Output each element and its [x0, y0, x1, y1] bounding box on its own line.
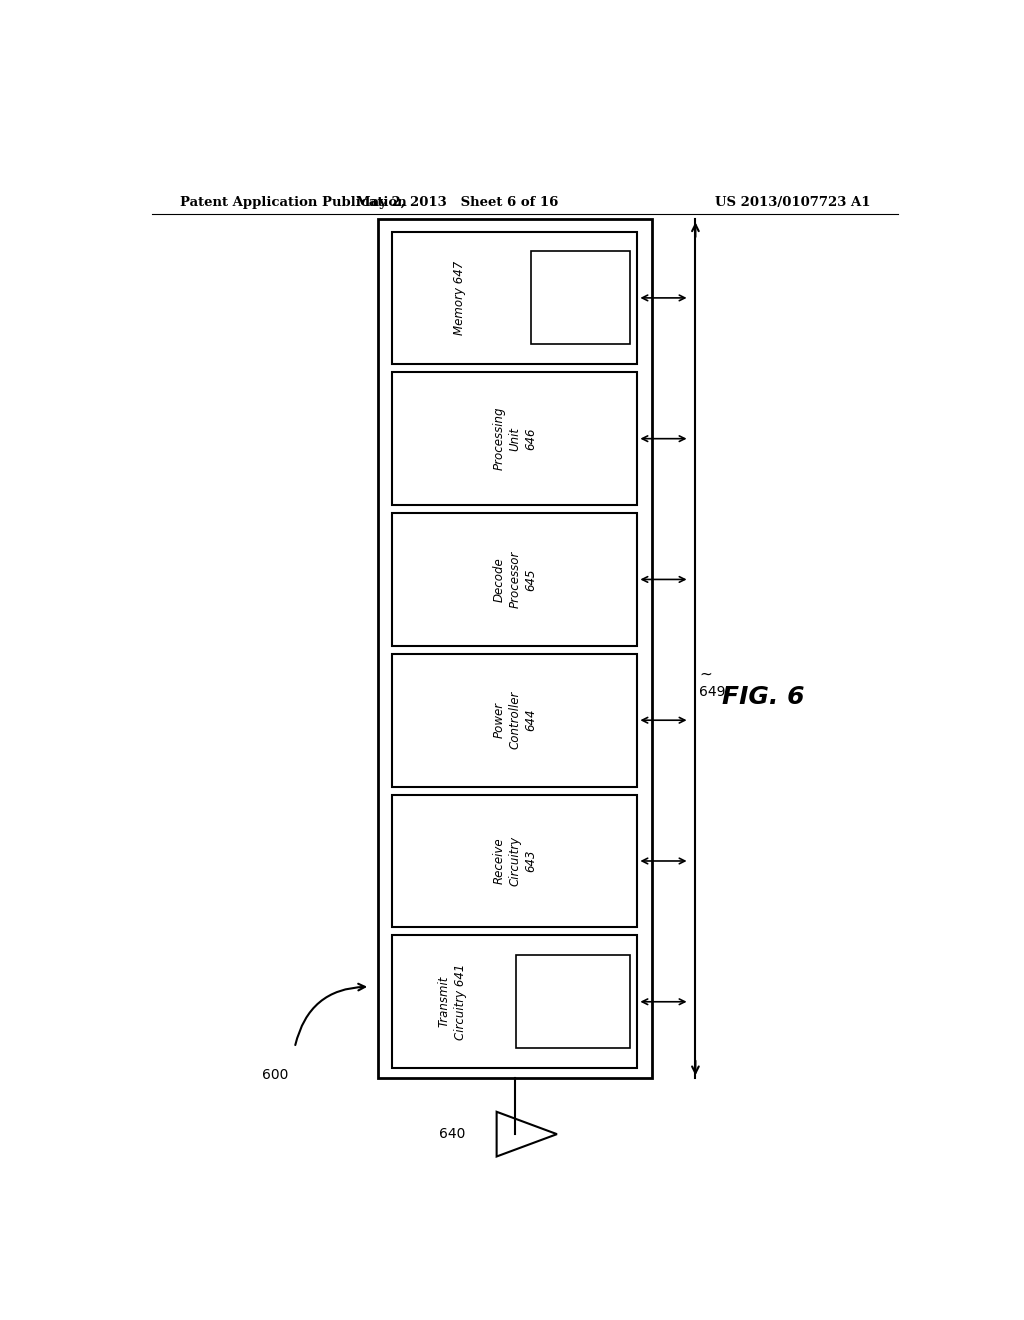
Text: US 2013/0107723 A1: US 2013/0107723 A1: [715, 195, 870, 209]
Bar: [392, 372, 638, 506]
Text: 600: 600: [261, 1068, 288, 1082]
Text: Decode
Processor
645: Decode Processor 645: [493, 550, 538, 609]
Bar: [392, 936, 638, 1068]
Bar: [392, 653, 638, 787]
Text: Patent Application Publication: Patent Application Publication: [179, 195, 407, 209]
Bar: [392, 231, 638, 364]
Text: May 2, 2013   Sheet 6 of 16: May 2, 2013 Sheet 6 of 16: [356, 195, 558, 209]
Bar: [392, 513, 638, 645]
Bar: [516, 956, 630, 1048]
Text: 640: 640: [438, 1127, 465, 1142]
Text: ~: ~: [699, 667, 712, 681]
Text: Transmit
Circuitry 641: Transmit Circuitry 641: [437, 964, 467, 1040]
Text: FIG. 6: FIG. 6: [722, 685, 804, 709]
Bar: [392, 795, 638, 928]
Text: 649: 649: [699, 685, 726, 700]
Text: Memory 647: Memory 647: [453, 261, 466, 335]
Text: Power
Amplifier (PA)
642: Power Amplifier (PA) 642: [555, 964, 590, 1040]
Text: Power
Controller
644: Power Controller 644: [493, 692, 538, 750]
Text: Processing
Unit
646: Processing Unit 646: [493, 407, 538, 470]
Bar: [530, 252, 630, 345]
Bar: [378, 219, 651, 1078]
Text: Software 648: Software 648: [575, 260, 585, 335]
Text: Receive
Circuitry
643: Receive Circuitry 643: [493, 836, 538, 886]
